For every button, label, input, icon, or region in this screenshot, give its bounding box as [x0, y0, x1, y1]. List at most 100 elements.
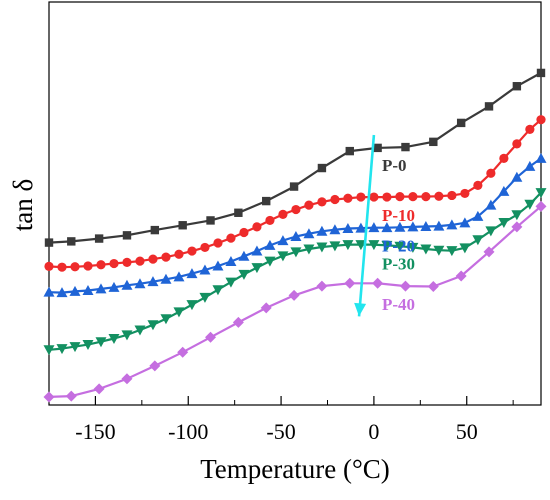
marker-circle: [473, 180, 483, 190]
marker-triangle-up: [225, 256, 237, 267]
marker-triangle-down: [433, 245, 445, 256]
marker-triangle-up: [446, 219, 458, 230]
marker-square: [206, 216, 215, 225]
marker-triangle-down: [290, 247, 302, 258]
marker-circle: [499, 153, 509, 163]
x-tick-label: 0: [368, 419, 379, 444]
marker-triangle-up: [498, 185, 510, 196]
marker-triangle-up: [134, 278, 146, 289]
marker-triangle-up: [316, 225, 328, 236]
marker-diamond: [483, 246, 495, 258]
marker-circle: [460, 188, 470, 199]
marker-square: [122, 231, 132, 240]
marker-triangle-down: [56, 344, 68, 355]
marker-triangle-up: [329, 224, 341, 235]
marker-triangle-down: [121, 330, 133, 341]
marker-triangle-down: [498, 217, 510, 228]
marker-square: [317, 163, 327, 173]
marker-triangle-up: [381, 222, 393, 233]
marker-diamond: [288, 289, 300, 301]
marker-square: [234, 208, 243, 217]
marker-triangle-down: [355, 240, 367, 251]
marker-triangle-up: [355, 222, 367, 233]
marker-triangle-up: [82, 285, 94, 296]
marker-circle: [343, 193, 353, 203]
marker-square: [94, 234, 104, 243]
marker-triangle-up: [459, 217, 471, 228]
marker-triangle-down: [199, 292, 211, 303]
marker-diamond: [177, 346, 189, 358]
marker-circle: [239, 227, 249, 238]
marker-circle: [304, 200, 314, 210]
arrow-head: [354, 302, 367, 317]
marker-triangle-up: [238, 250, 250, 261]
marker-triangle-down: [524, 199, 536, 210]
marker-square: [262, 196, 271, 206]
marker-triangle-down: [108, 334, 120, 345]
marker-diamond: [455, 270, 467, 282]
marker-triangle-down: [225, 277, 237, 288]
marker-circle: [265, 215, 275, 226]
series-p-0: [44, 68, 546, 247]
marker-triangle-down: [69, 342, 81, 353]
marker-triangle-down: [381, 240, 393, 251]
marker-triangle-up: [43, 286, 55, 297]
marker-triangle-down: [316, 242, 328, 253]
marker-circle: [187, 246, 197, 256]
marker-circle: [408, 192, 418, 202]
marker-triangle-down: [186, 300, 198, 311]
marker-diamond: [427, 281, 439, 293]
marker-triangle-up: [212, 260, 224, 271]
marker-circle: [226, 233, 236, 243]
marker-diamond: [372, 277, 384, 289]
series-label-p-40: P-40: [382, 295, 415, 314]
x-axis-tick-labels: -150 -100 -50 0 50: [75, 419, 477, 444]
marker-triangle-down: [160, 314, 172, 325]
series-label-p-20: P-20: [382, 237, 415, 256]
marker-square: [401, 142, 410, 152]
arrow-shaft: [357, 134, 376, 317]
marker-triangle-up: [251, 245, 263, 256]
marker-triangle-down: [212, 285, 224, 296]
marker-circle: [512, 139, 522, 149]
marker-triangle-down: [420, 244, 432, 255]
marker-circle: [369, 192, 379, 202]
marker-diamond: [121, 373, 133, 385]
marker-triangle-down: [173, 307, 185, 318]
marker-triangle-down: [485, 226, 497, 237]
marker-diamond: [399, 280, 411, 292]
marker-square: [512, 82, 522, 91]
marker-circle: [213, 238, 223, 248]
x-tick-label: -50: [266, 419, 295, 444]
annotation-arrow: [354, 134, 376, 317]
marker-diamond: [535, 200, 547, 212]
marker-square: [178, 221, 187, 230]
marker-triangle-up: [368, 222, 380, 233]
marker-diamond: [205, 331, 217, 343]
marker-triangle-up: [290, 231, 302, 242]
marker-circle: [174, 249, 184, 259]
marker-diamond: [149, 360, 161, 372]
marker-triangle-up: [485, 199, 497, 210]
marker-triangle-up: [394, 221, 406, 232]
marker-diamond: [43, 391, 55, 403]
marker-triangle-up: [407, 221, 419, 232]
marker-circle: [278, 209, 288, 219]
marker-triangle-up: [472, 210, 484, 221]
marker-triangle-down: [134, 325, 146, 336]
series-label-p-10: P-10: [382, 206, 415, 225]
marker-circle: [109, 258, 119, 269]
marker-square: [456, 118, 466, 128]
marker-triangle-down: [303, 244, 315, 255]
marker-circle: [486, 168, 496, 178]
marker-square: [150, 225, 160, 235]
marker-triangle-up: [511, 171, 523, 182]
marker-circle: [83, 261, 93, 271]
marker-triangle-up: [199, 264, 211, 275]
marker-diamond: [232, 316, 244, 328]
marker-diamond: [65, 390, 77, 402]
marker-square: [429, 137, 438, 147]
series-label-p-0: P-0: [382, 156, 407, 175]
marker-circle: [525, 124, 535, 134]
